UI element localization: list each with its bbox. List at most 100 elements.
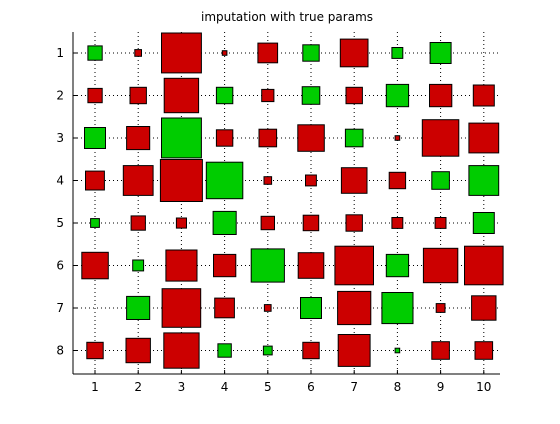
x-tick-label: 5 (264, 380, 272, 394)
cell-square (125, 337, 151, 364)
cell-square (302, 341, 320, 360)
axes: 1 2 3 4 5 6 7 8 9 10 1 2 3 4 5 6 7 8 (56, 32, 500, 394)
cell-square (305, 174, 317, 187)
y-tick-label: 3 (56, 131, 64, 145)
cell-square (297, 252, 325, 279)
cell-square (263, 176, 273, 185)
cell-square (214, 297, 235, 319)
cell-square (163, 332, 200, 369)
cell-square (163, 77, 200, 114)
cell-square (388, 171, 407, 190)
cell-square (300, 297, 322, 319)
cell-square (429, 42, 452, 64)
cell-square (337, 290, 372, 326)
cell-square (90, 218, 100, 228)
cell-square (431, 171, 450, 190)
cell-square (472, 212, 495, 234)
cell-square (337, 334, 371, 367)
cell-square (161, 288, 202, 328)
cell-square (385, 253, 410, 278)
cell-square (215, 86, 234, 105)
cell-square (344, 128, 364, 148)
y-tick-label: 1 (56, 46, 64, 60)
cell-square (474, 341, 494, 360)
cell-square (165, 249, 198, 282)
cell-square (468, 165, 500, 196)
cell-square (175, 217, 187, 229)
cell-square (339, 38, 369, 68)
cell-square (345, 214, 363, 232)
cell-square (213, 253, 237, 278)
cell-square (85, 170, 105, 191)
cell-square (126, 295, 151, 320)
cell-square (391, 217, 404, 229)
cell-square (81, 251, 109, 280)
cell-square (250, 248, 285, 283)
cell-square (434, 217, 447, 229)
cell-square (129, 86, 147, 105)
cell-square (345, 86, 363, 105)
y-tick-label: 7 (56, 301, 64, 315)
cell-square (161, 117, 202, 159)
y-tick-label: 5 (56, 216, 64, 230)
cell-square (159, 159, 203, 202)
x-tick-label: 8 (394, 380, 402, 394)
cell-square (217, 343, 232, 358)
chart-title: imputation with true params (201, 10, 373, 24)
x-tick-label: 6 (307, 380, 315, 394)
cell-square (87, 45, 103, 61)
y-tick-label: 8 (56, 344, 64, 358)
x-tick-label: 3 (178, 380, 186, 394)
cell-square (394, 135, 401, 141)
cell-square (262, 345, 273, 356)
cell-square (122, 165, 154, 196)
cell-square (340, 167, 368, 194)
cell-square (215, 129, 234, 147)
cell-square (161, 32, 202, 74)
cell-square (126, 126, 151, 151)
cell-square (394, 347, 401, 354)
cell-square (381, 292, 414, 325)
cell-square (385, 83, 410, 108)
cell-square (334, 245, 374, 286)
cell-square (435, 303, 446, 313)
cell-square (391, 47, 404, 59)
cell-square (212, 210, 237, 235)
cell-square (87, 87, 103, 104)
y-tick-label: 2 (56, 89, 64, 103)
cell-square (205, 161, 244, 200)
grid-lines (73, 32, 500, 374)
cell-square (301, 86, 321, 105)
x-tick-label: 10 (476, 380, 491, 394)
cell-square (429, 83, 453, 108)
x-tick-label: 7 (350, 380, 358, 394)
cell-squares (81, 32, 504, 369)
cell-square (257, 42, 279, 64)
cell-square (472, 84, 495, 107)
cell-square (132, 259, 145, 272)
cell-square (130, 215, 146, 231)
cell-square (471, 295, 497, 321)
cell-square (302, 44, 320, 62)
cell-square (221, 50, 228, 56)
cell-square (464, 245, 504, 286)
cell-square (297, 124, 325, 152)
cell-square (263, 304, 272, 312)
cell-square (84, 127, 106, 149)
cell-square (86, 341, 104, 360)
cell-square (421, 119, 460, 157)
x-tick-label: 9 (437, 380, 445, 394)
cell-square (258, 128, 278, 148)
y-tick-label: 4 (56, 174, 64, 188)
cell-square (302, 214, 320, 232)
x-tick-label: 2 (134, 380, 142, 394)
y-tick-label: 6 (56, 259, 64, 273)
x-tick-label: 4 (221, 380, 229, 394)
cell-square (468, 122, 500, 154)
cell-square (422, 247, 459, 284)
cell-square (260, 215, 276, 231)
x-tick-label: 1 (91, 380, 99, 394)
cell-square (134, 49, 143, 57)
